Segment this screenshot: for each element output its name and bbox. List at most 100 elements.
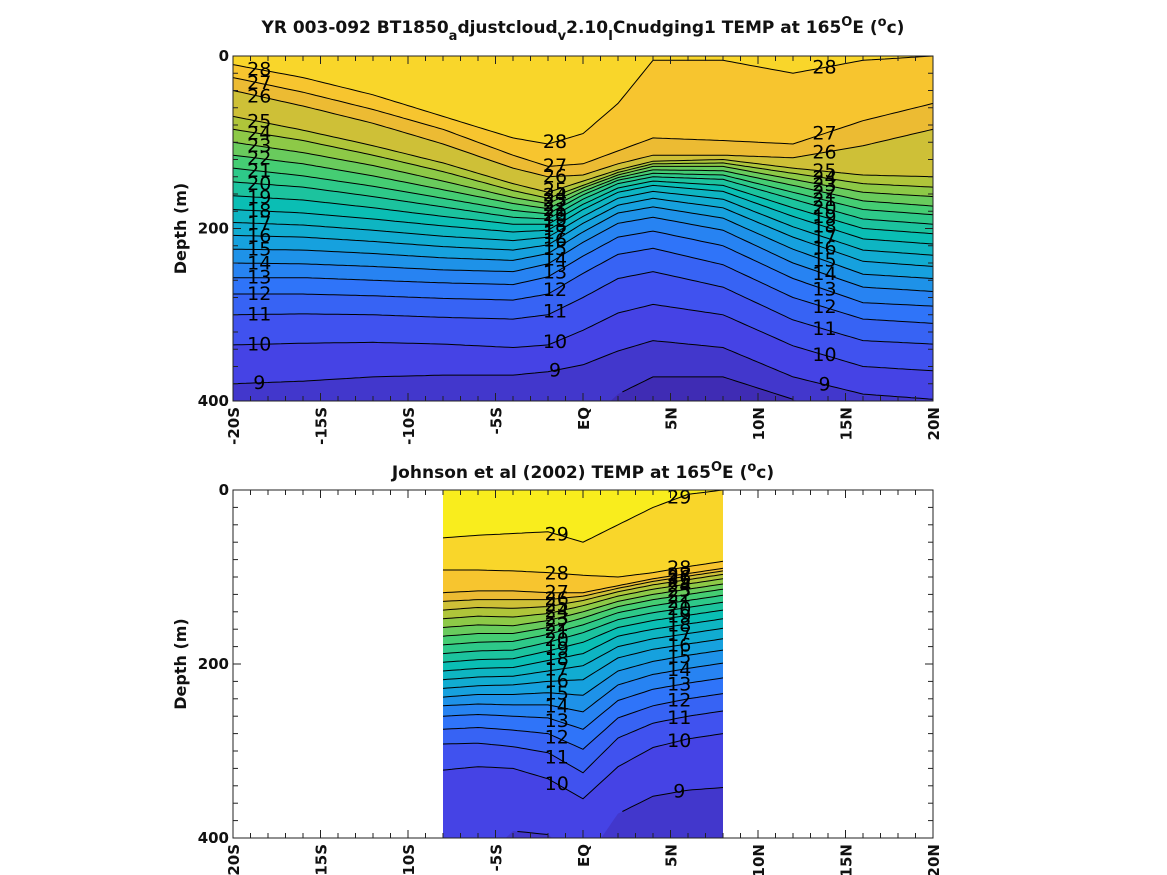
- contour-label: 18: [812, 216, 836, 238]
- contour-label: 13: [667, 674, 691, 696]
- x-tick-label: 5N: [663, 844, 681, 867]
- contour-label: 10: [543, 331, 567, 353]
- isotherm-12: [443, 693, 723, 750]
- contour-label: 21: [667, 591, 691, 613]
- contour-label: 12: [543, 279, 567, 301]
- contour-label: 13: [812, 278, 836, 300]
- isotherm-23: [443, 583, 723, 628]
- contour-label: 27: [543, 155, 567, 177]
- contour-label: 21: [545, 621, 569, 643]
- isotherm-19: [443, 609, 723, 663]
- contour-label: 28: [545, 562, 569, 584]
- contour-label: 15: [667, 646, 691, 668]
- isotherm-28: [233, 56, 933, 145]
- contour-label: 17: [667, 624, 691, 646]
- contour-label: 15: [543, 238, 567, 260]
- model-panel: 2828282727272626262525252424242323232222…: [171, 15, 943, 445]
- contour-label: 18: [247, 200, 271, 222]
- isotherm-20: [443, 601, 723, 655]
- temperature-field: [443, 490, 723, 838]
- chart-title: Johnson et al (2002) TEMP at 165OE (oc): [391, 460, 774, 483]
- isotherm-9: [233, 340, 933, 400]
- contour-label: 17: [545, 659, 569, 681]
- contour-label: 23: [812, 174, 836, 196]
- contour-label: 23: [667, 579, 691, 601]
- contour-label: 16: [545, 670, 569, 692]
- contour-label: 12: [812, 296, 836, 318]
- contour-label: 16: [812, 237, 836, 259]
- contour-label: 12: [247, 283, 271, 305]
- isotherm-25: [443, 573, 723, 611]
- x-tick-label: -5S: [488, 844, 506, 871]
- contour-label: 28: [247, 58, 271, 80]
- contour-label: 17: [543, 222, 567, 244]
- isotherm-11: [233, 271, 933, 345]
- contour-label: 26: [812, 141, 836, 163]
- x-tick-label: 15N: [838, 844, 856, 875]
- contour-label: 21: [812, 189, 836, 211]
- temperature-field: [233, 56, 933, 401]
- isotherm-15: [233, 206, 933, 279]
- x-tick-label: -20S: [225, 407, 243, 445]
- contour-label: 10: [812, 344, 836, 366]
- contour-label: 18: [543, 215, 567, 237]
- x-tick-label: -15S: [313, 844, 331, 875]
- contour-label: 18: [545, 648, 569, 670]
- isotherm-27: [233, 77, 933, 167]
- contour-label: 19: [667, 606, 691, 628]
- isotherm-26: [443, 570, 723, 602]
- contour-label: 14: [247, 252, 271, 274]
- contour-label: 10: [667, 730, 691, 752]
- isotherm-18: [443, 618, 723, 672]
- contour-label: 12: [667, 690, 691, 712]
- contour-label: 15: [247, 239, 271, 261]
- contour-label: 24: [247, 123, 271, 145]
- isotherm-17: [233, 190, 933, 256]
- contour-label: 29: [667, 487, 691, 509]
- isotherm-27: [443, 567, 723, 594]
- contour-label: 15: [545, 682, 569, 704]
- y-tick-label: 400: [198, 829, 229, 847]
- x-tick-label: -10S: [400, 407, 418, 445]
- contour-label: 14: [667, 659, 691, 681]
- contour-label: 9: [818, 374, 830, 396]
- x-tick-label: 20N: [925, 407, 943, 440]
- isotherm-10: [233, 303, 933, 372]
- isotherm-21: [443, 594, 723, 646]
- contour-label: 14: [543, 249, 567, 271]
- contour-label: 11: [543, 300, 567, 322]
- isotherm-9: [622, 787, 723, 812]
- isotherm-29: [443, 490, 723, 543]
- isotherm-14: [233, 216, 933, 292]
- isotherm-19: [233, 180, 933, 235]
- contour-label: 20: [247, 173, 271, 195]
- contour-label: 23: [543, 189, 567, 211]
- isotherm-12: [233, 247, 933, 324]
- isotherm-22: [233, 154, 933, 210]
- isotherm-25: [233, 115, 933, 193]
- contour-label: 15: [812, 249, 836, 271]
- contour-label: 29: [545, 523, 569, 545]
- chart-title: YR 003-092 BT1850adjustcloudv2.10ICnudgi…: [261, 15, 905, 44]
- band-below-9: [233, 340, 933, 401]
- contour-label: 9: [549, 359, 561, 381]
- isotherm-28: [443, 560, 723, 578]
- contour-label: 17: [812, 226, 836, 248]
- isotherm-10: [443, 733, 723, 800]
- x-tick-label: EQ: [575, 407, 593, 430]
- contour-label: 14: [812, 263, 836, 285]
- isotherm-24: [233, 128, 933, 199]
- x-tick-label: 15N: [838, 407, 856, 440]
- contour-label: 26: [667, 566, 691, 588]
- contour-label: 23: [247, 135, 271, 157]
- y-axis-label: Depth (m): [171, 183, 190, 275]
- contour-label: 24: [545, 601, 569, 623]
- isotherm-24: [443, 578, 723, 620]
- contour-label: 19: [812, 206, 836, 228]
- contour-label: 20: [812, 197, 836, 219]
- isotherm-15: [443, 649, 723, 698]
- contour-label: 28: [543, 131, 567, 153]
- contour-label: 26: [247, 85, 271, 107]
